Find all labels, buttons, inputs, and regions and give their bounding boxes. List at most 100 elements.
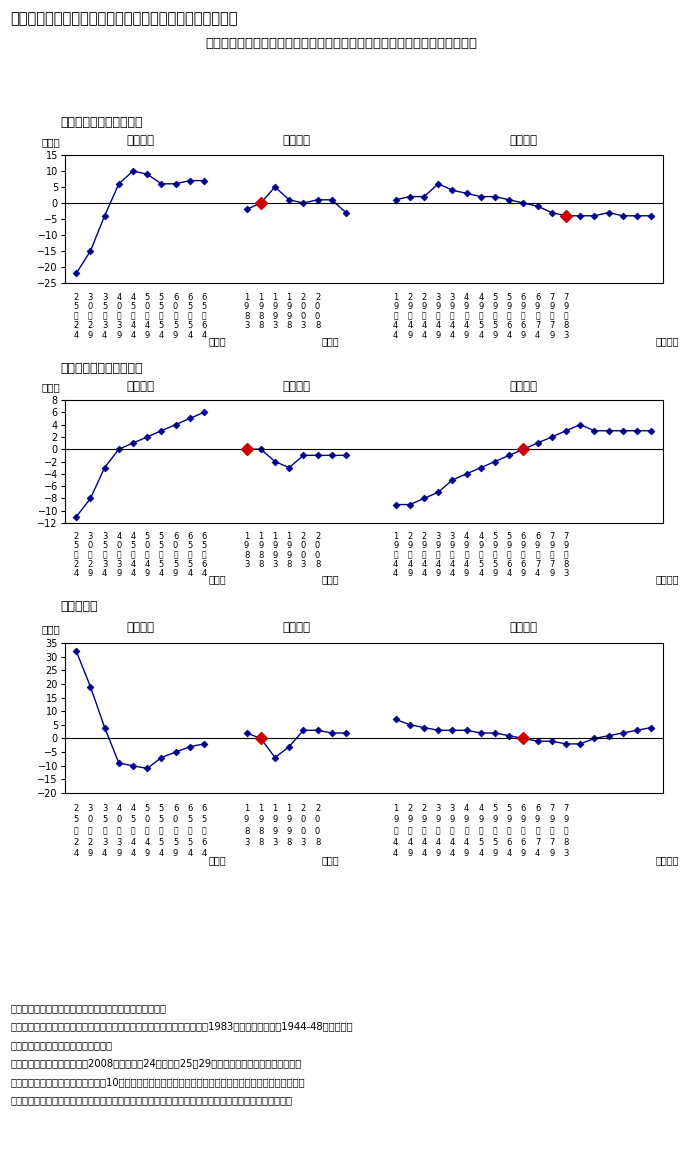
Text: 9: 9 [507,542,512,550]
Text: 4: 4 [116,805,122,813]
Text: ヽ: ヽ [173,311,178,321]
Text: 5: 5 [158,542,164,550]
Text: 5: 5 [492,322,498,331]
Text: ヽ: ヽ [563,551,568,559]
Text: 6: 6 [535,293,540,302]
Text: 2: 2 [407,805,413,813]
Text: 7: 7 [549,322,555,331]
Text: 9: 9 [535,542,540,550]
Text: ヽ: ヽ [408,827,412,836]
Text: （％）: （％） [42,383,61,393]
Text: 6: 6 [201,293,207,302]
Text: 4: 4 [450,560,455,568]
Text: 6: 6 [535,805,540,813]
Text: 5: 5 [201,815,207,824]
Text: 0: 0 [301,311,306,321]
Text: 2: 2 [74,838,79,847]
Text: 世代効果: 世代効果 [510,621,538,634]
Text: 4: 4 [102,570,107,578]
Text: 1: 1 [273,293,277,302]
Text: 2: 2 [88,838,93,847]
Text: ヽ: ヽ [436,551,441,559]
Text: 8: 8 [315,560,320,568]
Text: 3: 3 [273,838,278,847]
Text: 8: 8 [286,560,292,568]
Text: 0: 0 [88,542,93,550]
Text: 5: 5 [145,805,150,813]
Text: （生年）: （生年） [656,854,679,865]
Text: 3: 3 [273,560,278,568]
Text: 9: 9 [520,331,526,340]
Text: 9: 9 [258,542,264,550]
Text: ヽ: ヽ [507,827,512,836]
Text: 5: 5 [507,805,512,813]
Text: （備考）１．総務省「住宅・土地統計調査」により作成。: （備考）１．総務省「住宅・土地統計調査」により作成。 [10,1003,166,1013]
Text: 4: 4 [407,560,413,568]
Text: ヽ: ヽ [145,551,150,559]
Text: 1: 1 [244,805,249,813]
Text: 3: 3 [301,322,306,331]
Text: 9: 9 [464,302,469,311]
Text: ヽ: ヽ [159,827,164,836]
Text: 第２－３－４図　入居形態別割合に関するコーホート分析: 第２－３－４図 入居形態別割合に関するコーホート分析 [10,12,238,27]
Text: 5: 5 [173,322,178,331]
Text: 9: 9 [492,570,498,578]
Text: 時代効果: 時代効果 [282,621,310,634]
Text: 4: 4 [393,331,398,340]
Text: ヽ: ヽ [408,551,412,559]
Text: 5: 5 [158,302,164,311]
Text: 9: 9 [421,302,427,311]
Text: 9: 9 [464,570,469,578]
Text: 4: 4 [74,570,79,578]
Text: ヽ: ヽ [563,827,568,836]
Text: 6: 6 [520,322,526,331]
Text: 0: 0 [301,542,306,550]
Text: 9: 9 [520,815,526,824]
Text: 9: 9 [492,542,498,550]
Text: （％）: （％） [42,137,61,148]
Text: ヽ: ヽ [173,551,178,559]
Text: ヽ: ヽ [102,827,107,836]
Text: 1: 1 [258,533,264,541]
Text: （％）: （％） [42,624,61,634]
Text: ３．制約条件として2008年時点での24歳以下と25～29歳の世代効果を同一として分析。: ３．制約条件として2008年時点での24歳以下と25～29歳の世代効果を同一とし… [10,1058,301,1069]
Text: 0: 0 [116,302,122,311]
Text: ヽ: ヽ [550,311,554,321]
Text: 6: 6 [173,533,178,541]
Text: ヽ: ヽ [436,311,441,321]
Text: ヽ: ヽ [450,827,455,836]
Text: 9: 9 [450,302,455,311]
Text: 8: 8 [258,322,264,331]
Text: ヽ: ヽ [74,311,79,321]
Text: 4: 4 [145,838,150,847]
Text: （生年）: （生年） [656,336,679,346]
Text: 5: 5 [173,838,178,847]
Text: 5: 5 [187,542,193,550]
Text: 9: 9 [258,302,264,311]
Text: 3: 3 [563,570,569,578]
Text: 4: 4 [450,331,455,340]
Text: ヽ: ヽ [145,311,150,321]
Text: 5: 5 [187,322,193,331]
Text: 2: 2 [301,293,306,302]
Text: 8: 8 [286,322,292,331]
Text: （年）: （年） [322,854,339,865]
Text: 9: 9 [287,827,292,836]
Text: 4: 4 [74,331,79,340]
Text: （３）借家: （３）借家 [61,600,98,613]
Text: 5: 5 [492,805,498,813]
Text: ヽ: ヽ [464,551,469,559]
Text: 1: 1 [244,533,249,541]
Text: 9: 9 [464,815,469,824]
Text: 8: 8 [244,551,249,559]
Text: 世代効果: 世代効果 [510,379,538,393]
Text: 5: 5 [130,542,136,550]
Text: 9: 9 [145,331,150,340]
Text: 2: 2 [74,560,79,568]
Text: 6: 6 [173,805,178,813]
Text: 3: 3 [87,805,93,813]
Text: 9: 9 [116,850,122,858]
Text: ヽ: ヽ [507,311,512,321]
Text: 9: 9 [436,850,441,858]
Text: 2: 2 [407,533,413,541]
